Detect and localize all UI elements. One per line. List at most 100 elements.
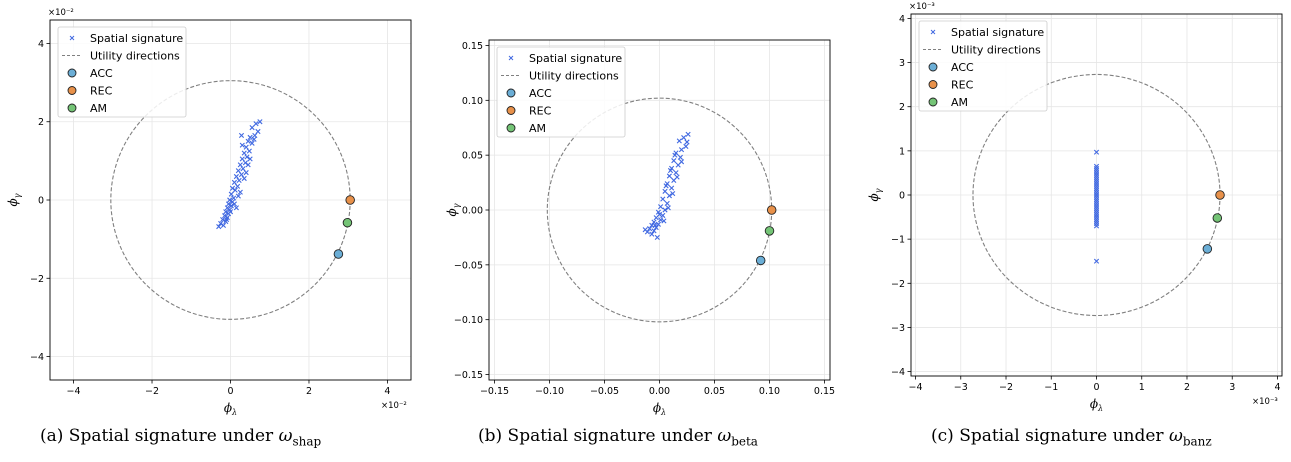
x-axis-label: ϕλ xyxy=(653,401,666,417)
scatter-point-stroke xyxy=(235,168,241,174)
scatter-point xyxy=(252,132,258,139)
scatter-point-stroke xyxy=(665,205,671,211)
scatter-point xyxy=(242,160,248,166)
legend-marker-dot xyxy=(67,68,77,78)
scatter-point xyxy=(234,183,241,189)
x-tick-label: −0.15 xyxy=(480,386,509,397)
chart-panel-c: −4 −3 −2 −1 0 1 2 3 4 −4 −3 −2 −1 0 1 2 3 4 ×10⁻³ ×10⁻³ ϕλ ϕγ… xyxy=(861,0,1291,420)
scatter-point-stroke xyxy=(233,205,239,211)
scatter-point-stroke xyxy=(664,200,670,207)
scatter-point-stroke xyxy=(662,188,668,194)
scatter-point-stroke xyxy=(246,148,252,154)
utility-point-rec xyxy=(1215,190,1225,200)
y-axis-label-text: ϕγ xyxy=(445,203,461,216)
scatter-point-stroke xyxy=(220,216,226,223)
x-axis-label-base: ϕ xyxy=(224,401,232,415)
scatter-point-stroke xyxy=(240,166,246,172)
scatter-point xyxy=(666,193,672,199)
scatter-point-stroke xyxy=(244,154,250,160)
scatter-point xyxy=(227,209,234,215)
scatter-point xyxy=(241,150,247,156)
y-tick-label: 2 xyxy=(38,117,44,128)
scatter-point xyxy=(651,228,657,234)
scatter-point-stroke xyxy=(245,162,251,168)
x-tick-label: 0.15 xyxy=(814,386,835,397)
legend-label: ACC xyxy=(90,67,113,80)
y-tick-label: 0.10 xyxy=(462,96,483,107)
scatter-point-stroke xyxy=(678,159,685,165)
scatter-point-stroke xyxy=(227,197,233,203)
y-tick-label: −4 xyxy=(30,352,44,363)
x-tick-label: 0 xyxy=(1093,382,1099,393)
chart-panel-b: −0.15 −0.10 −0.05 0.00 0.05 0.10 0.15 −0.15 −0.1… xyxy=(430,0,860,420)
scatter-point-stroke xyxy=(670,190,676,197)
scatter-point-stroke xyxy=(678,147,685,153)
caption-a-omega: ω xyxy=(278,426,293,446)
utility-point-rec xyxy=(766,205,777,215)
scatter-point-stroke xyxy=(655,209,661,215)
legend-label: REC xyxy=(951,79,974,92)
scatter-point-stroke xyxy=(225,201,232,207)
scatter-point-stroke xyxy=(247,134,253,140)
y-axis-label-sub: γ xyxy=(452,203,461,208)
scatter-point-stroke xyxy=(666,173,672,179)
y-tick-label: −0.10 xyxy=(454,315,483,326)
utility-point-acc xyxy=(333,249,344,259)
legend-marker-dot xyxy=(928,80,938,89)
chart-b: −0.15 −0.10 −0.05 0.00 0.05 0.10 0.15 −0.15 −0.1… xyxy=(445,39,835,417)
legend-marker-stroke xyxy=(930,29,936,35)
scatter-point xyxy=(1093,258,1100,264)
y-axis-label: ϕγ xyxy=(6,193,22,206)
y-tick-label: −2 xyxy=(891,279,905,290)
chart-c: −4 −3 −2 −1 0 1 2 3 4−4−3−2−101234×10⁻³×10⁻³ϕλϕγ… xyxy=(867,2,1283,413)
x-tick-label: −2 xyxy=(145,386,159,397)
scatter-point-stroke xyxy=(652,222,658,228)
x-axis-label-base: ϕ xyxy=(1090,397,1098,411)
utility-point-acc xyxy=(1202,244,1213,254)
legend-label: Spatial signature xyxy=(951,26,1044,39)
y-tick-label: 0 xyxy=(38,196,44,207)
scatter-point-stroke xyxy=(676,138,682,144)
x-axis-label-text: ϕλ xyxy=(224,401,237,417)
scatter-point xyxy=(233,205,239,211)
x-tick-label: 4 xyxy=(1274,382,1280,393)
scatter-point xyxy=(674,174,680,180)
scatter-point xyxy=(222,213,228,219)
x-tick-label: −0.10 xyxy=(535,386,564,397)
scatter-point-stroke xyxy=(660,196,666,202)
legend-label: Utility directions xyxy=(90,50,180,63)
legend-marker-scatter xyxy=(930,29,936,35)
scatter-point-stroke xyxy=(661,218,667,224)
x-tick-label: 1 xyxy=(1139,382,1145,393)
legend-marker-dot xyxy=(506,88,516,98)
caption-b: (b) Spatial signature under ωbeta xyxy=(478,426,758,448)
scatter-point xyxy=(660,196,666,202)
x-tick-label: 0.00 xyxy=(649,386,670,397)
scatter-point-stroke xyxy=(249,140,255,146)
scatter-point xyxy=(231,201,238,207)
y-tick-label: 2 xyxy=(899,102,905,113)
legend-label: Spatial signature xyxy=(529,52,622,65)
scatter-point xyxy=(671,158,677,164)
x-axis-label: ϕλ xyxy=(1090,397,1103,413)
x-tick-label: −2 xyxy=(999,382,1013,393)
scatter-point-stroke xyxy=(683,143,689,149)
scatter-point xyxy=(245,138,251,144)
scatter-point-stroke xyxy=(656,211,663,217)
y-tick-label: 0.15 xyxy=(462,41,483,52)
y-tick-label: 0.05 xyxy=(462,151,483,162)
scatter-point-stroke xyxy=(257,119,263,125)
scatter-point xyxy=(247,156,253,162)
legend-marker-stroke xyxy=(508,55,514,61)
scatter-point xyxy=(673,170,679,176)
x-scale-label: ×10⁻³ xyxy=(1252,397,1278,407)
legend-label: AM xyxy=(529,122,546,135)
scatter-point-stroke xyxy=(658,204,664,210)
scatter-point-stroke xyxy=(233,173,239,180)
scatter-point xyxy=(223,209,229,215)
scatter-point xyxy=(649,231,655,237)
scatter-point xyxy=(642,227,648,233)
y-tick-label: 4 xyxy=(899,14,905,25)
scatter-point-stroke xyxy=(231,179,238,185)
y-axis-label: ϕγ xyxy=(445,203,461,216)
